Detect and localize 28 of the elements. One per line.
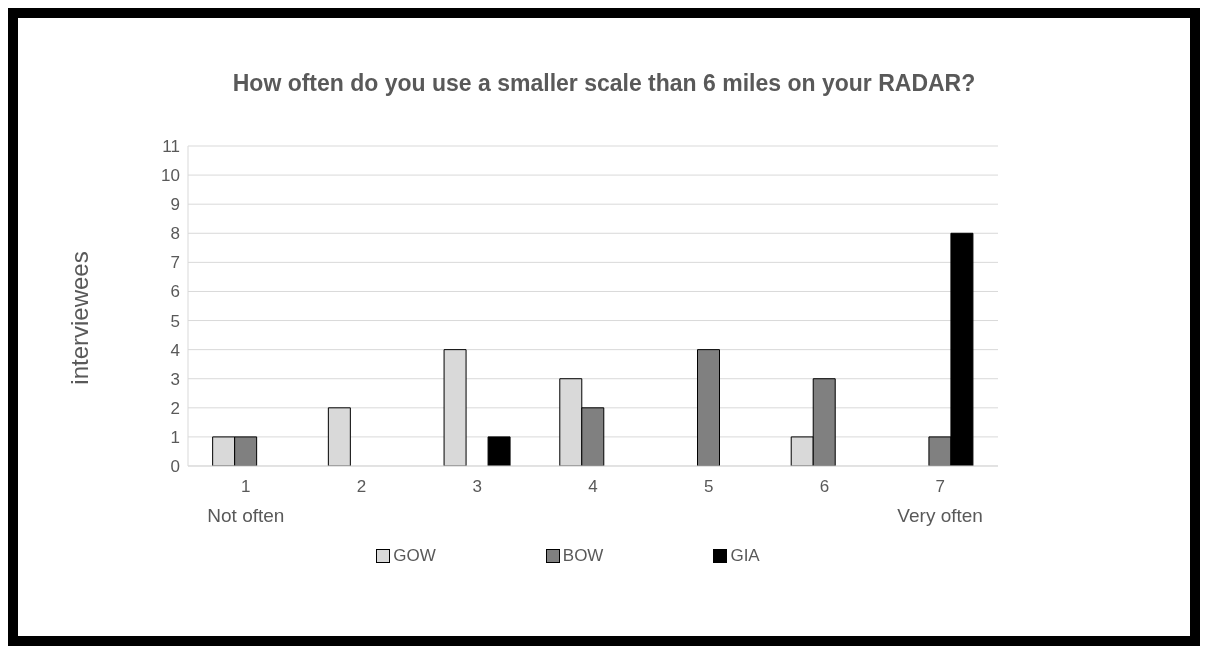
y-tick-label: 6 <box>170 282 180 302</box>
x-tick-label: 5 <box>703 477 714 496</box>
bar <box>487 436 511 466</box>
y-tick-label: 11 <box>162 137 180 157</box>
legend-label: GOW <box>392 546 436 566</box>
x-tick-label: 1 <box>241 477 251 496</box>
text: Not often <box>207 505 285 526</box>
x-tick-label: 4 <box>588 477 598 496</box>
y-axis-title: interviewees <box>66 251 94 385</box>
chart-title: How often do you use a smaller scale than 6 miles on your RADAR? <box>231 70 977 97</box>
y-tick-label: 10 <box>161 166 180 186</box>
x-tick-label: 3 <box>472 477 483 496</box>
y-tick-label: 3 <box>170 369 180 389</box>
y-tick-label: 8 <box>170 224 180 244</box>
x-tick-label: 2 <box>356 477 367 496</box>
legend-label: GIA <box>729 546 760 566</box>
y-tick-label: 0 <box>170 457 180 477</box>
y-tick-label: 4 <box>170 340 180 360</box>
x-tick-label: 7 <box>935 477 945 496</box>
legend-label: BOW <box>561 546 604 566</box>
y-tick-label: 1 <box>170 427 180 447</box>
x-tick-label: 6 <box>819 477 830 496</box>
bar <box>697 349 720 466</box>
y-tick-label: 9 <box>170 195 180 215</box>
y-tick-label: 5 <box>170 311 180 331</box>
y-tick-label: 7 <box>170 253 180 273</box>
text: Very often <box>897 505 983 526</box>
y-tick-label: 2 <box>170 398 180 418</box>
